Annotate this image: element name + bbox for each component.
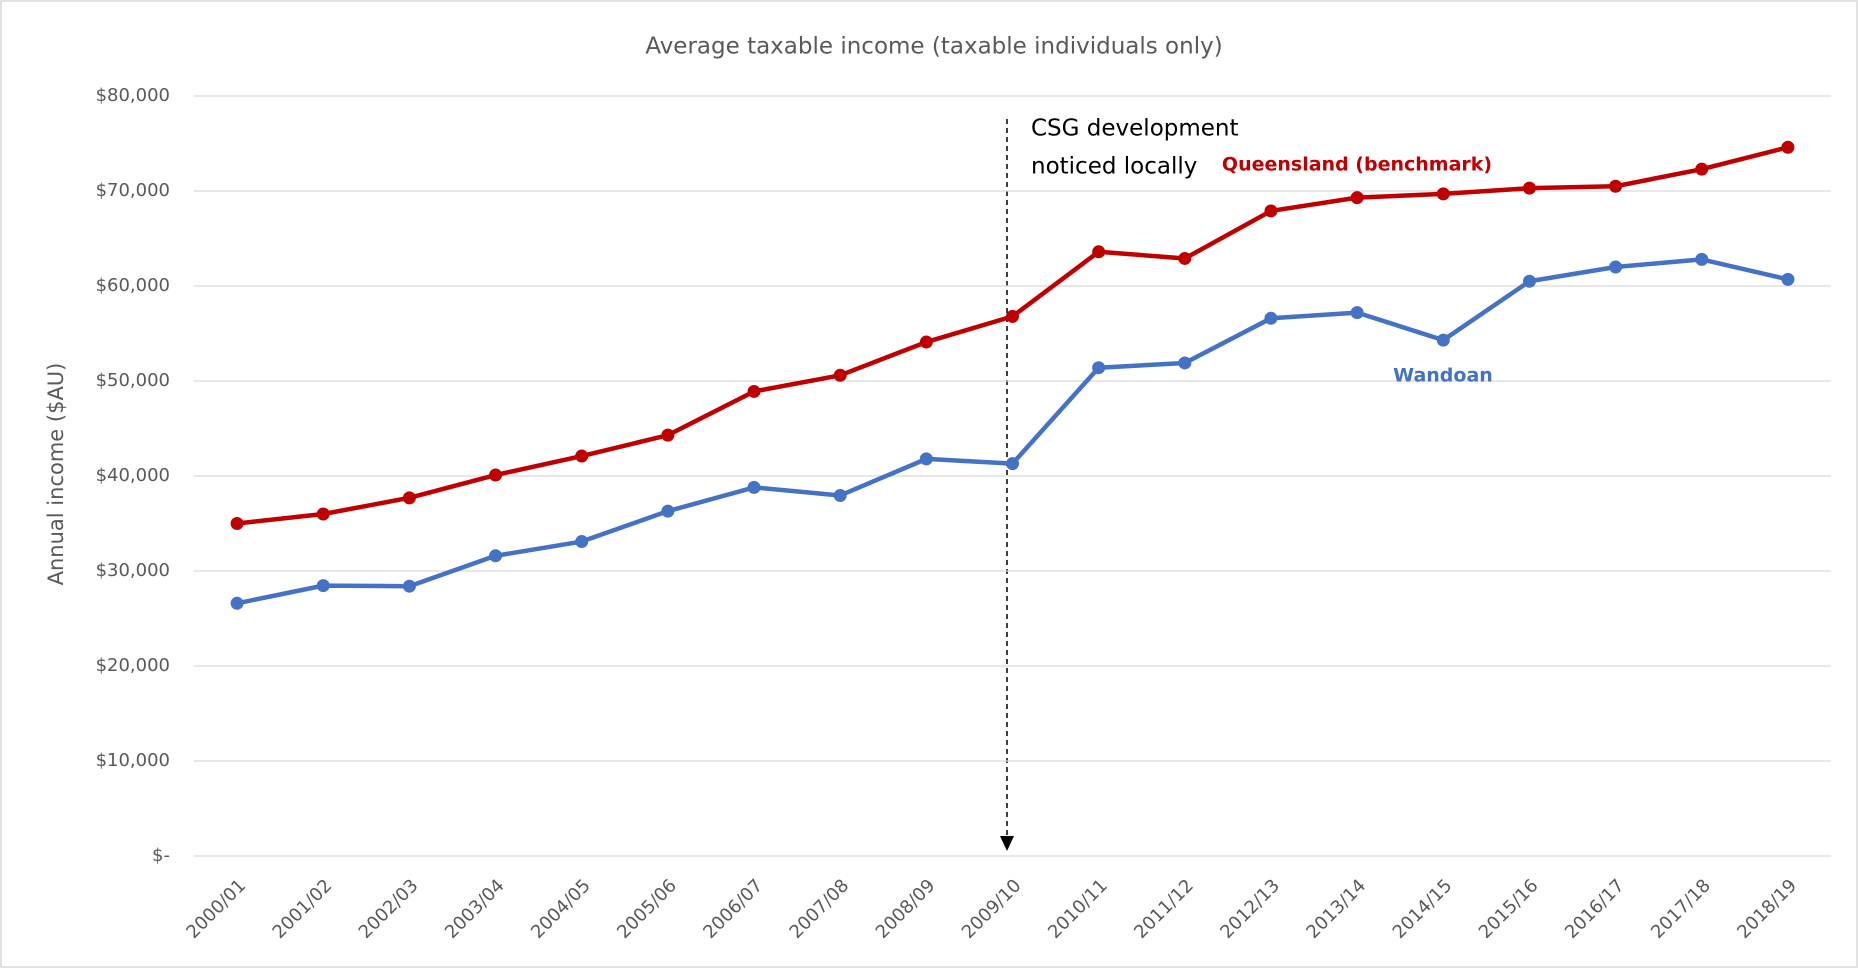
data-point xyxy=(1522,181,1536,195)
series-label: Wandoan xyxy=(1393,365,1493,387)
chart-title: Average taxable income (taxable individu… xyxy=(645,34,1222,60)
data-point xyxy=(833,368,847,382)
data-point xyxy=(575,449,589,463)
y-tick-label: $80,000 xyxy=(96,85,170,106)
y-tick-label: $60,000 xyxy=(96,275,170,296)
y-tick-label: $40,000 xyxy=(96,465,170,486)
data-point xyxy=(1436,333,1450,347)
data-point xyxy=(661,504,675,518)
data-point xyxy=(1006,309,1019,323)
annotation-arrowhead xyxy=(1000,836,1014,851)
data-point xyxy=(1695,252,1709,266)
data-point xyxy=(1264,204,1278,218)
data-point xyxy=(1695,162,1709,176)
data-point xyxy=(1522,274,1536,288)
data-point xyxy=(1092,361,1106,375)
data-point xyxy=(230,517,244,530)
data-point xyxy=(747,480,761,494)
y-tick-label: $30,000 xyxy=(96,560,170,581)
data-point xyxy=(1781,140,1795,154)
data-point xyxy=(316,507,330,521)
y-tick-label: $10,000 xyxy=(96,750,170,771)
data-point xyxy=(1781,272,1795,286)
annotation-text: noticed locally xyxy=(1031,154,1197,180)
data-point xyxy=(1350,191,1364,205)
data-point xyxy=(1006,457,1019,471)
data-point xyxy=(919,452,933,466)
data-point xyxy=(747,384,761,398)
data-point xyxy=(575,535,589,549)
data-point xyxy=(833,488,847,502)
data-point xyxy=(489,468,503,482)
data-point xyxy=(402,579,416,593)
data-point xyxy=(1350,306,1364,320)
data-point xyxy=(489,549,503,563)
data-point xyxy=(919,335,933,349)
y-tick-label: $70,000 xyxy=(96,180,170,201)
annotation-text: CSG development xyxy=(1031,116,1239,142)
y-axis-label: Annual income ($AU) xyxy=(44,363,68,586)
series-label: Queensland (benchmark) xyxy=(1222,154,1492,176)
data-point xyxy=(1436,187,1450,201)
data-point xyxy=(1092,245,1106,259)
data-point xyxy=(661,428,675,442)
data-point xyxy=(230,596,244,610)
y-tick-label: $50,000 xyxy=(96,370,170,391)
data-point xyxy=(402,491,416,505)
data-point xyxy=(1264,311,1278,325)
data-point xyxy=(1178,251,1192,265)
data-point xyxy=(1609,179,1623,193)
y-tick-label: $20,000 xyxy=(96,655,170,676)
data-point xyxy=(1178,356,1192,370)
data-point xyxy=(1609,260,1623,274)
y-tick-label: $- xyxy=(152,845,170,866)
data-point xyxy=(316,579,330,593)
